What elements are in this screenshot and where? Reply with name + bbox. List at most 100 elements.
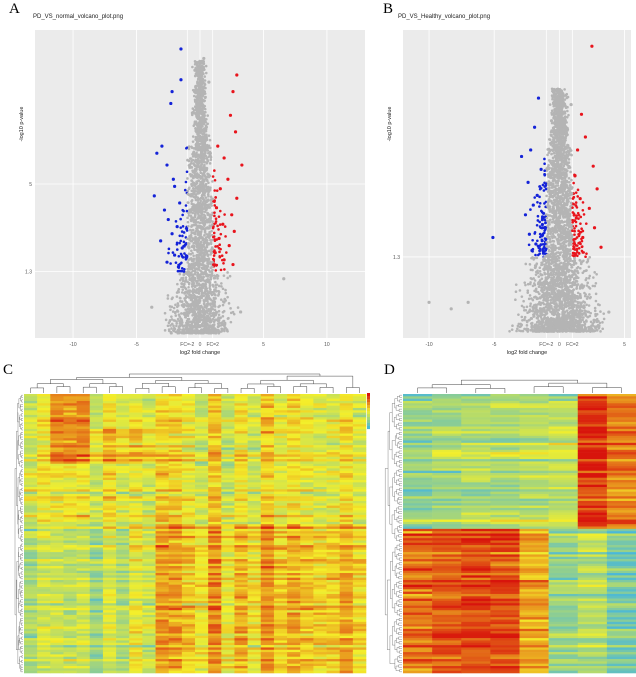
point bbox=[218, 321, 221, 325]
point bbox=[204, 246, 207, 250]
point bbox=[223, 268, 226, 271]
point bbox=[198, 312, 202, 315]
point bbox=[190, 215, 193, 219]
point bbox=[581, 208, 585, 212]
point bbox=[533, 231, 537, 234]
point bbox=[529, 322, 533, 325]
point bbox=[529, 268, 533, 272]
point bbox=[206, 122, 209, 126]
point bbox=[515, 329, 518, 333]
point bbox=[227, 302, 231, 305]
point bbox=[526, 291, 530, 294]
point bbox=[536, 214, 540, 218]
point bbox=[544, 187, 548, 191]
point bbox=[212, 290, 216, 294]
point bbox=[546, 173, 550, 176]
point bbox=[180, 282, 183, 285]
point bbox=[191, 287, 195, 291]
point-down bbox=[171, 177, 175, 181]
point bbox=[195, 297, 198, 301]
point bbox=[218, 324, 221, 328]
point bbox=[186, 216, 189, 220]
point bbox=[177, 325, 181, 328]
point bbox=[594, 281, 598, 285]
point bbox=[190, 290, 194, 293]
point bbox=[519, 329, 523, 333]
point bbox=[548, 293, 552, 297]
point bbox=[205, 157, 209, 160]
point bbox=[176, 310, 180, 313]
point bbox=[200, 331, 204, 335]
point bbox=[213, 308, 217, 312]
point bbox=[198, 299, 202, 303]
point bbox=[198, 251, 202, 255]
point bbox=[203, 214, 207, 218]
point bbox=[204, 137, 208, 140]
point bbox=[198, 95, 202, 98]
point bbox=[191, 158, 195, 162]
point bbox=[191, 218, 195, 222]
point bbox=[178, 296, 182, 300]
point bbox=[192, 279, 196, 282]
point-up bbox=[232, 229, 236, 233]
point bbox=[200, 78, 203, 82]
point bbox=[542, 189, 546, 192]
point bbox=[209, 238, 212, 242]
point bbox=[209, 266, 213, 270]
point bbox=[192, 305, 196, 309]
point-ns bbox=[202, 56, 206, 61]
point bbox=[209, 203, 213, 206]
point bbox=[205, 199, 208, 202]
point bbox=[599, 310, 602, 313]
point bbox=[166, 297, 170, 300]
point bbox=[166, 324, 170, 328]
point bbox=[193, 272, 197, 276]
point bbox=[194, 218, 198, 222]
point bbox=[188, 304, 192, 308]
point bbox=[568, 180, 571, 184]
point bbox=[167, 251, 170, 255]
point bbox=[177, 254, 181, 258]
point bbox=[222, 319, 226, 323]
point bbox=[216, 277, 219, 280]
point bbox=[199, 177, 202, 180]
point bbox=[192, 257, 196, 261]
point bbox=[202, 128, 205, 131]
point bbox=[568, 252, 572, 256]
point bbox=[555, 230, 559, 234]
point bbox=[198, 104, 202, 107]
point bbox=[203, 79, 207, 82]
x-tick-label: -10 bbox=[69, 342, 76, 348]
point bbox=[554, 244, 557, 248]
point bbox=[207, 314, 210, 318]
point bbox=[186, 307, 190, 311]
point bbox=[206, 262, 210, 266]
point-ns bbox=[207, 80, 211, 84]
point bbox=[193, 285, 197, 289]
point bbox=[207, 181, 210, 185]
point bbox=[184, 300, 188, 304]
point bbox=[213, 199, 216, 202]
point bbox=[199, 304, 203, 308]
point bbox=[176, 317, 180, 321]
point bbox=[206, 114, 209, 117]
point bbox=[192, 147, 196, 150]
point bbox=[219, 316, 222, 320]
point bbox=[170, 305, 174, 309]
point bbox=[510, 328, 514, 331]
point bbox=[588, 274, 592, 278]
point bbox=[175, 324, 178, 328]
point bbox=[571, 206, 574, 209]
point bbox=[198, 99, 201, 103]
point-up bbox=[231, 90, 235, 94]
point bbox=[179, 226, 183, 229]
point bbox=[550, 220, 554, 224]
point bbox=[206, 220, 210, 224]
point bbox=[533, 279, 537, 282]
point bbox=[528, 263, 532, 266]
point bbox=[191, 259, 194, 263]
point bbox=[185, 229, 189, 232]
point bbox=[206, 299, 209, 303]
point-up bbox=[221, 222, 225, 226]
point bbox=[232, 312, 236, 316]
